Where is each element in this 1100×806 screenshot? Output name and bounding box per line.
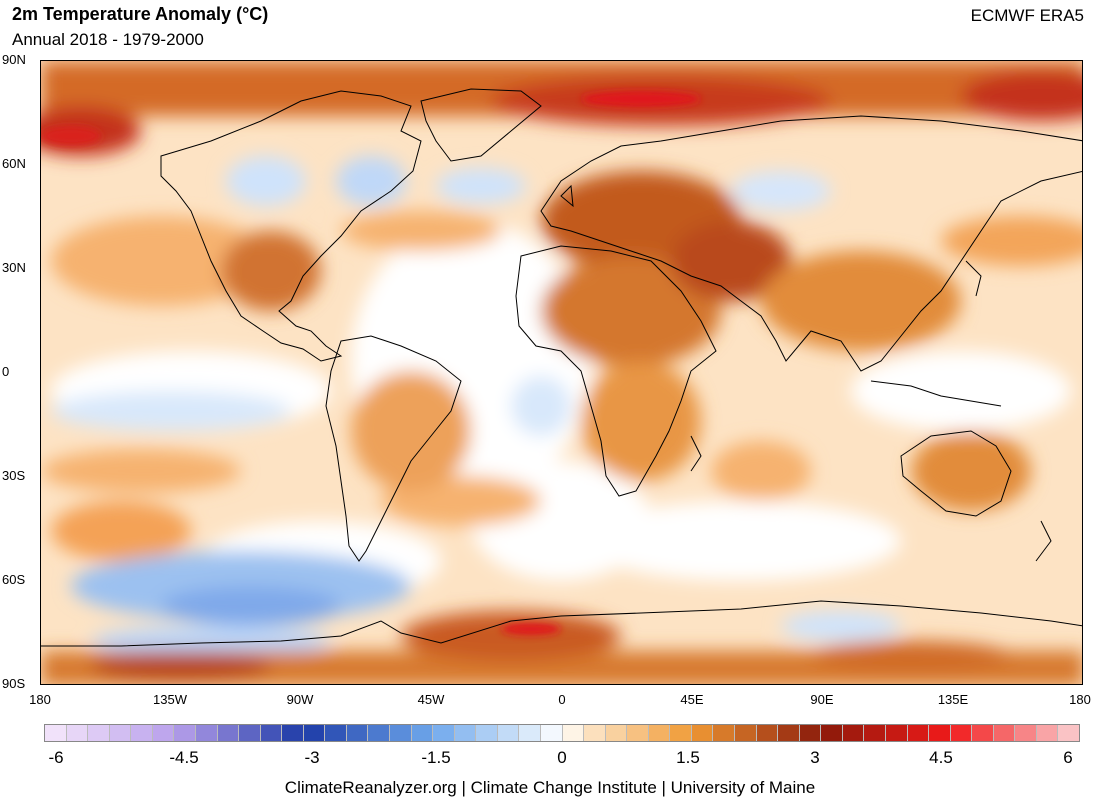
colorbar-cell <box>45 725 67 741</box>
colorbar-cell <box>174 725 196 741</box>
extreme-hotspots <box>41 91 701 635</box>
colorbar-tick-label: 6 <box>1063 748 1073 767</box>
colorbar-cell <box>627 725 649 741</box>
lon-label-90e: 90E <box>810 692 834 707</box>
colorbar-cell <box>195 725 218 741</box>
map-subtitle: Annual 2018 - 1979-2000 <box>12 30 204 49</box>
lat-label-30s: 30S <box>2 468 26 483</box>
colorbar-cell <box>648 725 671 741</box>
colorbar-cell <box>885 725 908 741</box>
coast-maritime-asia <box>870 380 1002 407</box>
colorbar-cell <box>476 725 498 741</box>
colorbar-tick-label: 0 <box>557 748 567 767</box>
colorbar-cell <box>66 725 89 741</box>
colorbar-cell <box>282 725 304 741</box>
colorbar-cell <box>907 725 930 741</box>
colorbar-cell <box>778 725 800 741</box>
colorbar-cell <box>390 725 412 741</box>
lon-label-45w: 45W <box>417 692 445 707</box>
colorbar-cell <box>735 725 757 741</box>
lat-label-60s: 60S <box>2 572 26 587</box>
lat-label-30n: 30N <box>2 260 26 275</box>
colorbar-tick-label: -4.5 <box>169 748 199 767</box>
coast-north-america <box>160 90 422 362</box>
coast-africa <box>515 245 717 497</box>
lon-label-0: 0 <box>558 692 566 707</box>
colorbar-cell <box>497 725 520 741</box>
lon-label-180w: 180 <box>29 692 51 707</box>
colorbar-cell <box>713 725 735 741</box>
colorbar-cell <box>454 725 477 741</box>
colorbar-cell <box>584 725 606 741</box>
colorbar-cell <box>691 725 714 741</box>
anomaly-field <box>41 61 1082 684</box>
coast-south-america <box>325 335 462 562</box>
colorbar-cell <box>346 725 369 741</box>
colorbar-cell <box>929 725 951 741</box>
coast-uk <box>560 184 574 208</box>
colorbar-tick-label: -3 <box>304 748 320 767</box>
lat-label-90n: 90N <box>2 52 26 67</box>
colorbar-tick-label: 1.5 <box>676 748 700 767</box>
lat-label-90s: 90S <box>2 676 26 691</box>
coast-australia <box>900 430 1012 517</box>
colorbar-cell <box>109 725 132 741</box>
lon-label-90w: 90W <box>286 692 314 707</box>
colorbar-tick-label: 4.5 <box>929 748 953 767</box>
colorbar-cell <box>540 725 563 741</box>
colorbar-cell <box>950 725 973 741</box>
colorbar-cell <box>433 725 455 741</box>
colorbar-cell <box>670 725 692 741</box>
colorbar-cell <box>411 725 434 741</box>
colorbar-cell <box>368 725 390 741</box>
colorbar-cell <box>1036 725 1059 741</box>
colorbar-cell <box>131 725 153 741</box>
data-source-label: ECMWF ERA5 <box>970 6 1084 25</box>
anomaly-map[interactable] <box>40 60 1083 685</box>
colorbar-cell <box>605 725 628 741</box>
map-title: 2m Temperature Anomaly (°C) <box>12 4 269 24</box>
coast-greenland <box>420 88 542 162</box>
colorbar-legend <box>44 724 1080 742</box>
colorbar-cell <box>325 725 347 741</box>
colorbar-cell <box>972 725 994 741</box>
colorbar-cell <box>239 725 261 741</box>
colorbar-cell <box>864 725 886 741</box>
colorbar-cell <box>799 725 822 741</box>
coastlines <box>41 88 1082 647</box>
colorbar-cell <box>821 725 843 741</box>
colorbar-cell <box>260 725 283 741</box>
coast-new-zealand <box>1035 520 1052 562</box>
credit-footer: ClimateReanalyzer.org | Climate Change I… <box>284 778 816 797</box>
colorbar-tick-label: 3 <box>810 748 820 767</box>
coast-antarctica <box>41 600 1082 647</box>
colorbar-cell <box>303 725 326 741</box>
colorbar-cell <box>562 725 585 741</box>
coast-japan <box>965 260 982 297</box>
colorbar-cell <box>217 725 240 741</box>
coast-madagascar <box>690 435 702 472</box>
world-map-canvas <box>41 61 1082 684</box>
lat-label-60n: 60N <box>2 156 26 171</box>
colorbar-cell <box>519 725 541 741</box>
lon-label-180e: 180 <box>1069 692 1091 707</box>
colorbar-tick-label: -1.5 <box>421 748 451 767</box>
colorbar-tick-label: -6 <box>48 748 64 767</box>
lon-label-45e: 45E <box>680 692 704 707</box>
colorbar-cell <box>152 725 175 741</box>
lon-label-135w: 135W <box>153 692 187 707</box>
coast-eurasia <box>540 115 1082 372</box>
colorbar-cell <box>1058 725 1079 741</box>
colorbar-cell <box>1015 725 1037 741</box>
colorbar-cell <box>993 725 1016 741</box>
colorbar-cell <box>756 725 779 741</box>
colorbar-cell <box>842 725 865 741</box>
lon-label-135e: 135E <box>937 692 969 707</box>
lat-label-0: 0 <box>2 364 10 379</box>
colorbar-cell <box>88 725 110 741</box>
